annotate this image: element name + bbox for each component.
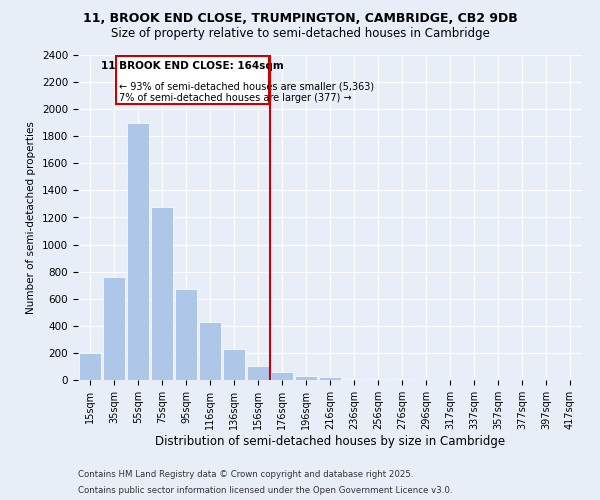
Bar (223, 349, 245, 380)
Text: 11 BROOK END CLOSE: 164sqm: 11 BROOK END CLOSE: 164sqm (101, 61, 284, 71)
Bar (151, 206, 173, 380)
Bar (367, 379, 389, 380)
Bar (103, 277, 125, 380)
X-axis label: Distribution of semi-detached houses by size in Cambridge: Distribution of semi-detached houses by … (155, 434, 505, 448)
Bar (319, 378, 341, 380)
Text: Contains public sector information licensed under the Open Government Licence v3: Contains public sector information licen… (78, 486, 452, 495)
Bar (271, 372, 293, 380)
Bar (175, 290, 197, 380)
Bar (199, 322, 221, 380)
Bar (127, 122, 149, 380)
Bar (247, 366, 269, 380)
Bar (116, 56, 269, 104)
Bar (79, 353, 101, 380)
Bar (343, 378, 365, 380)
Text: 11, BROOK END CLOSE, TRUMPINGTON, CAMBRIDGE, CB2 9DB: 11, BROOK END CLOSE, TRUMPINGTON, CAMBRI… (83, 12, 517, 26)
Y-axis label: Number of semi-detached properties: Number of semi-detached properties (26, 121, 37, 314)
Text: 7% of semi-detached houses are larger (377) →: 7% of semi-detached houses are larger (3… (119, 94, 352, 104)
Text: Contains HM Land Registry data © Crown copyright and database right 2025.: Contains HM Land Registry data © Crown c… (78, 470, 413, 479)
Text: Size of property relative to semi-detached houses in Cambridge: Size of property relative to semi-detach… (110, 28, 490, 40)
Text: ← 93% of semi-detached houses are smaller (5,363): ← 93% of semi-detached houses are smalle… (119, 82, 374, 92)
Bar (295, 376, 317, 380)
